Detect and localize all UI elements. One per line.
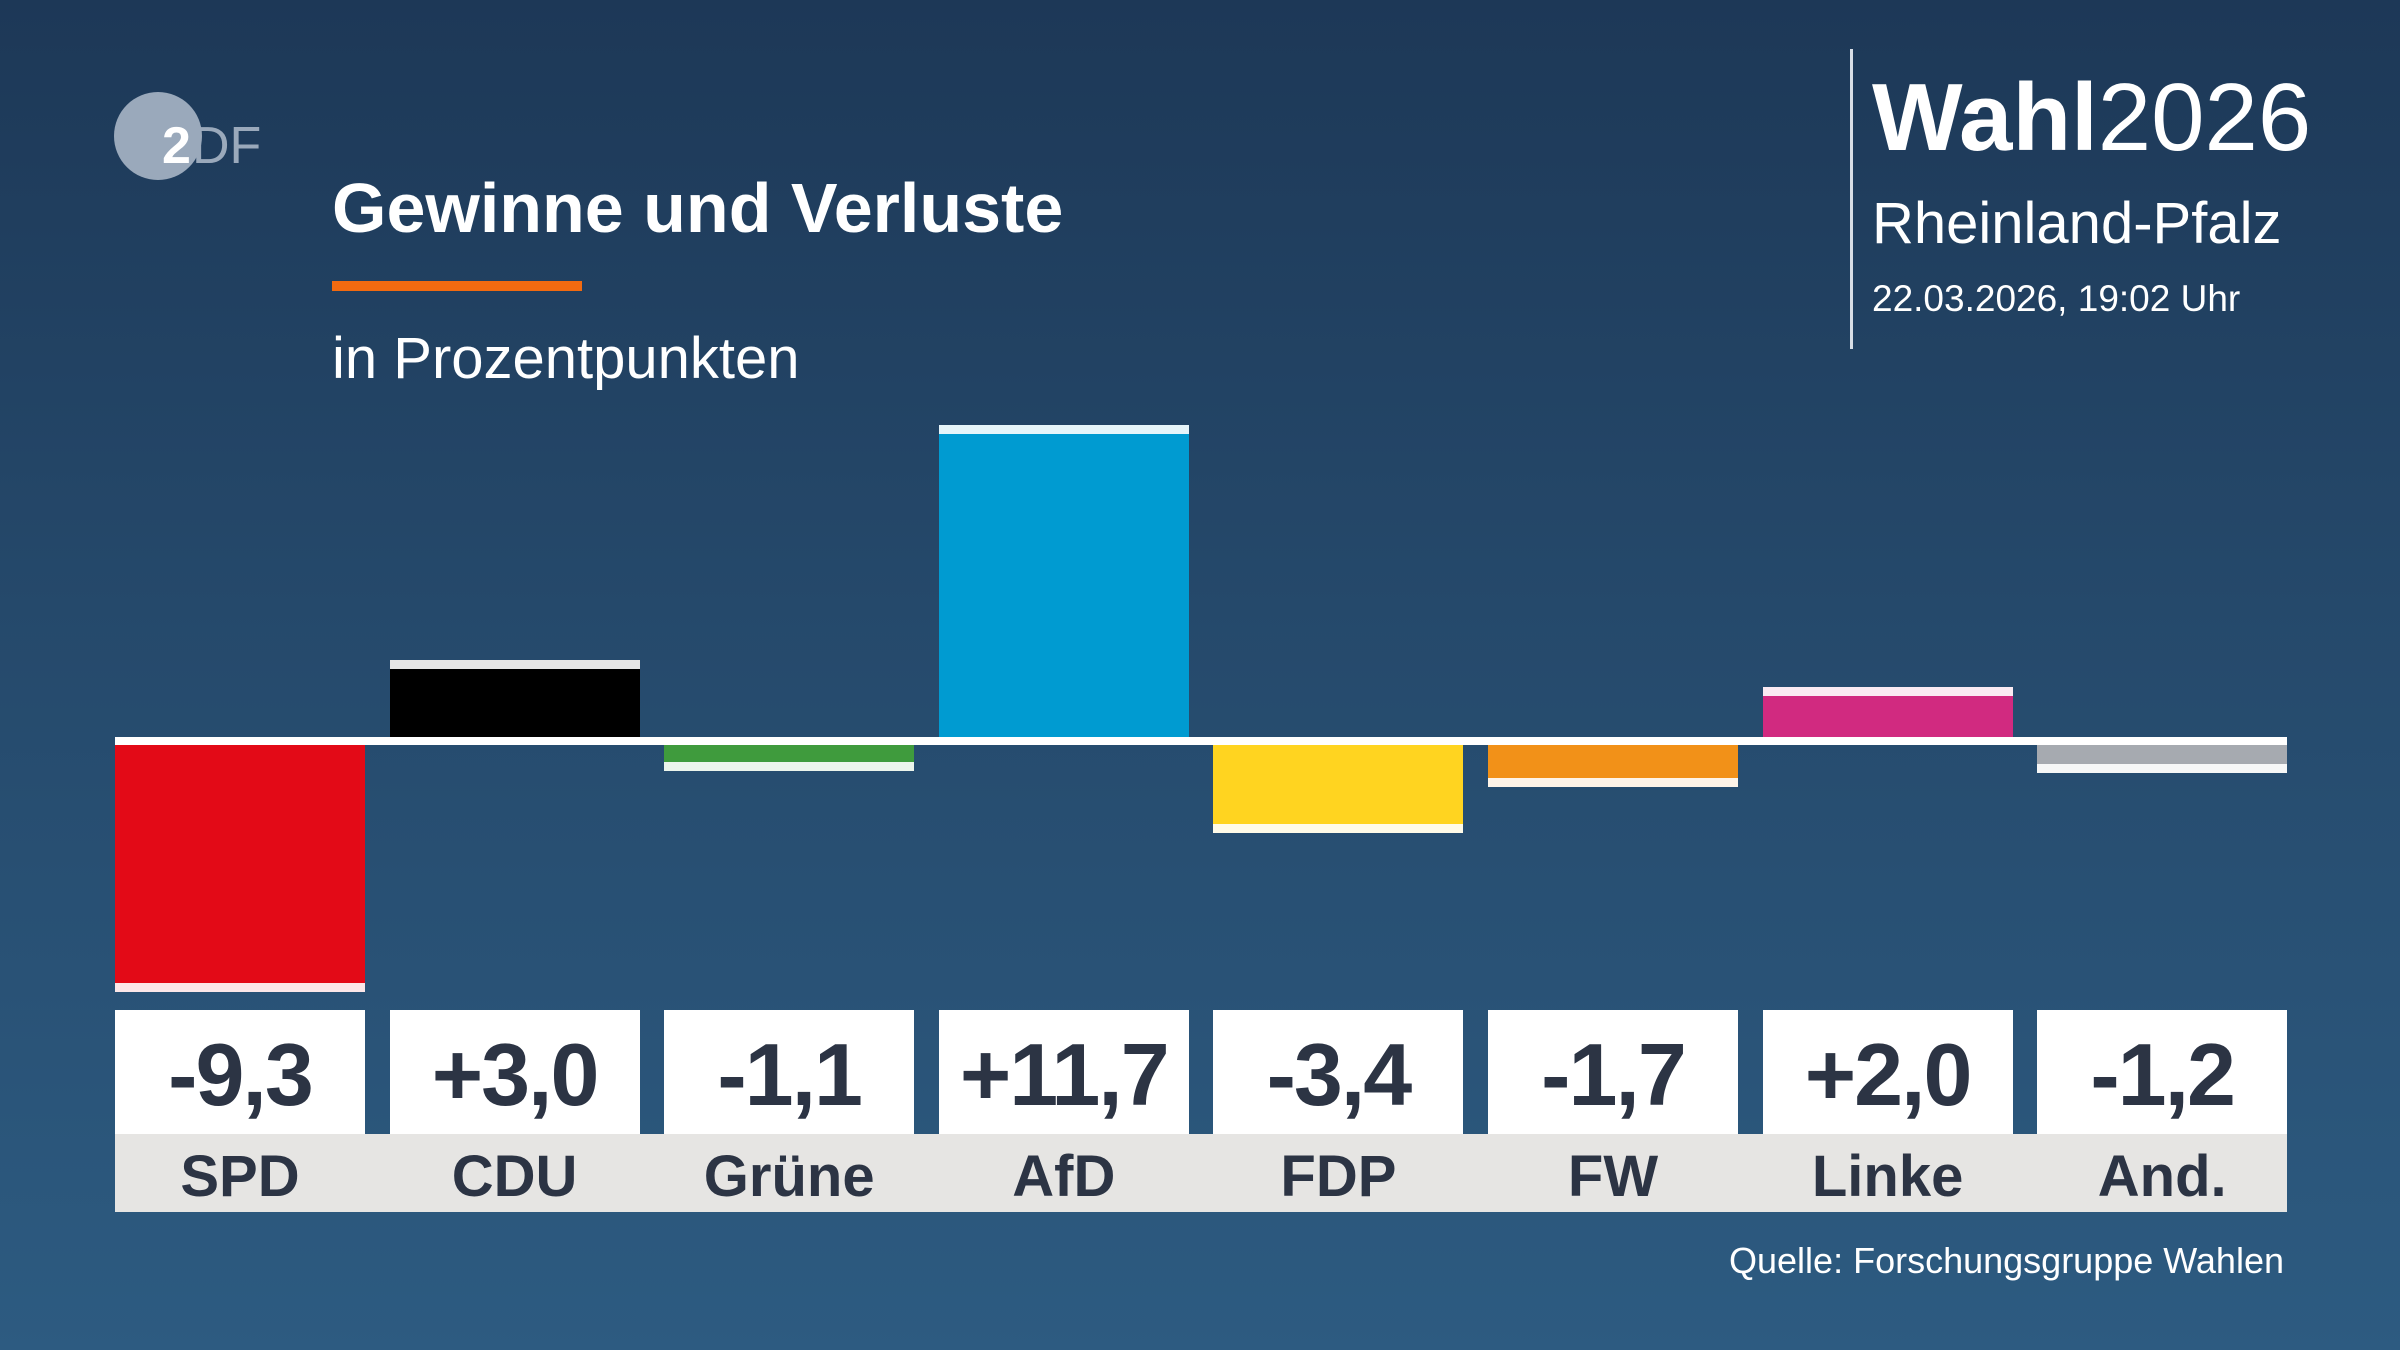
brand-title: Wahl2026 (1872, 70, 2311, 166)
value-label: -3,4 (1213, 1010, 1464, 1134)
value-label: +3,0 (389, 1010, 640, 1134)
source-note: Quelle: Forschungsgruppe Wahlen (1729, 1240, 2284, 1281)
title-accent-line (332, 281, 582, 291)
bar-cap (2037, 764, 2288, 774)
zdf-logo: 2 DF (114, 92, 314, 182)
value-label: -1,1 (664, 1010, 915, 1134)
value-label: -9,3 (115, 1010, 365, 1134)
category-label: And. (2037, 1134, 2288, 1212)
bar-afd (938, 425, 1189, 741)
bar-and (2037, 741, 2288, 774)
value-label: +11,7 (938, 1010, 1189, 1134)
zero-line (115, 737, 2287, 745)
bar-fw (1488, 741, 1738, 787)
bar-cdu (389, 660, 640, 741)
bar-cap (664, 761, 915, 771)
logo-circle (114, 92, 202, 180)
region: Rheinland-Pfalz (1872, 191, 2282, 256)
bar-cap (1762, 687, 2013, 696)
bar-cap (938, 425, 1189, 435)
bar-cap (389, 660, 640, 669)
value-label: -1,7 (1488, 1010, 1738, 1134)
brand-wahl: Wahl (1872, 64, 2098, 171)
category-label: Grüne (664, 1134, 915, 1212)
category-label: CDU (389, 1134, 640, 1212)
datetime: 22.03.2026, 19:02 Uhr (1872, 278, 2241, 319)
bar-cap (1213, 823, 1464, 833)
chart-title: Gewinne und Verluste (332, 169, 1064, 247)
bar-linke (1762, 687, 2013, 741)
category-label: FW (1488, 1134, 1738, 1212)
divider (1850, 49, 1853, 349)
category-label: AfD (938, 1134, 1189, 1212)
bar-grüne (664, 741, 915, 771)
category-label: SPD (115, 1134, 365, 1212)
bar-spd (115, 741, 365, 993)
svg-text:DF: DF (192, 117, 261, 175)
bar-cap (115, 983, 365, 993)
category-label: Linke (1762, 1134, 2013, 1212)
brand-year: 2026 (2097, 64, 2312, 171)
category-label: FDP (1213, 1134, 1464, 1212)
chart-subtitle: in Prozentpunkten (332, 326, 800, 391)
svg-text:2: 2 (162, 117, 191, 175)
bar-cap (1488, 777, 1738, 787)
bar-fdp (1213, 741, 1464, 833)
value-label: -1,2 (2037, 1010, 2288, 1134)
value-label: +2,0 (1762, 1010, 2013, 1134)
